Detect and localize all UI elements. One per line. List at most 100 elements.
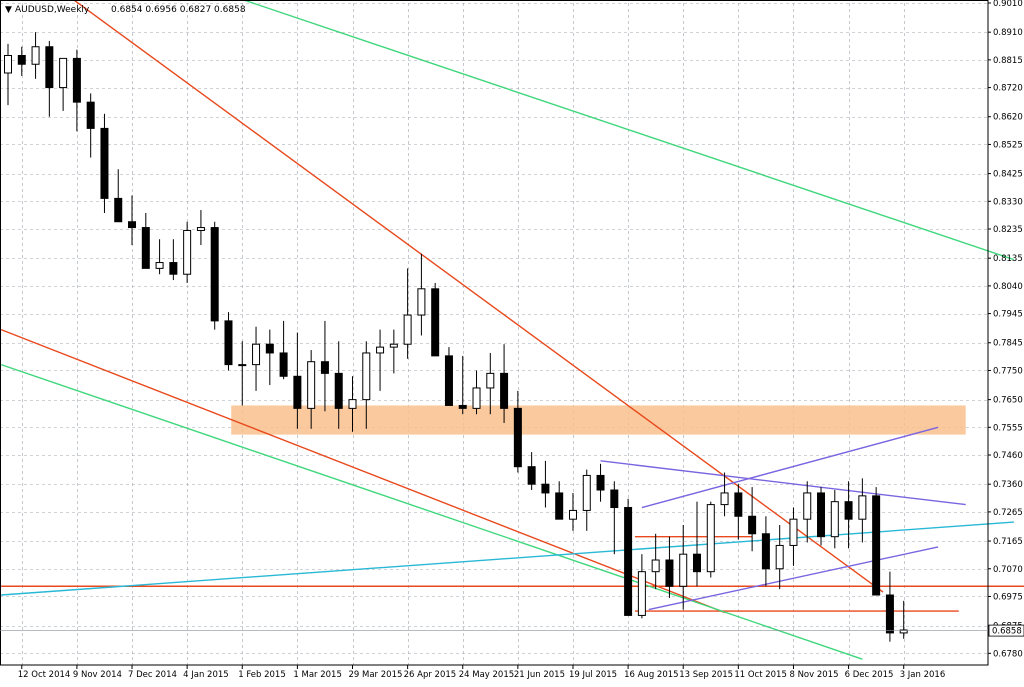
candle-body-bear	[72, 57, 81, 103]
candle-body-bull	[196, 227, 205, 231]
candle	[568, 492, 577, 531]
candle	[858, 478, 867, 543]
candle-body-bear	[817, 492, 826, 538]
candle	[320, 320, 329, 412]
candle-body-bear	[610, 489, 619, 509]
menu-arrow-icon[interactable]: ▼	[5, 5, 12, 15]
candle-body-bull	[348, 399, 357, 409]
time-tick-label: 26 Apr 2015	[404, 670, 457, 680]
time-tick-label: 1 Mar 2015	[293, 670, 341, 680]
candle-body-bear	[527, 466, 536, 485]
time-tick-label: 9 Nov 2014	[73, 670, 122, 680]
candle	[761, 516, 770, 587]
price-tick-label: 0.8040	[993, 282, 1023, 292]
candle-body-bear	[748, 515, 757, 535]
time-axis: 12 Oct 2014 9 Nov 2014 7 Dec 2014 4 Jan 201…	[18, 665, 945, 680]
candle	[17, 46, 26, 76]
grid	[0, 3, 988, 665]
current-price-marker: 0.6858	[988, 624, 1024, 637]
candle-body-bull	[362, 352, 371, 401]
current-price-label: 0.6858	[992, 627, 1022, 637]
candle-body-bear	[334, 372, 343, 409]
candle-body-bear	[210, 227, 219, 322]
candle-body-bull	[417, 288, 426, 316]
candle	[389, 329, 398, 374]
candle-body-bear	[100, 127, 109, 199]
candle-body-bear	[665, 559, 674, 587]
symbol-label: AUDUSD,Weekly	[15, 5, 90, 15]
candle	[803, 481, 812, 543]
candle	[541, 460, 550, 508]
candle	[45, 40, 54, 117]
candle	[334, 341, 343, 429]
candle	[486, 352, 495, 415]
candle-body-bear	[141, 227, 150, 269]
candle	[431, 282, 440, 357]
price-tick-label: 0.7165	[993, 537, 1023, 547]
candle-body-bull	[31, 46, 40, 65]
candle-body-bear	[293, 375, 302, 409]
candle	[610, 481, 619, 555]
candle-body-bear	[128, 221, 137, 229]
price-axis: 0.9010 0.8910 0.8815 0.8720 0.8620 0.8525 0.84…	[988, 0, 1023, 659]
price-tick-label: 0.7845	[993, 339, 1023, 349]
candle	[527, 452, 536, 491]
time-tick-label: 19 Jul 2015	[569, 670, 617, 680]
candle	[417, 253, 426, 336]
candle	[72, 49, 81, 132]
price-tick-label: 0.7360	[993, 480, 1023, 490]
candle	[141, 212, 150, 269]
price-tick-label: 0.8815	[993, 56, 1023, 66]
candle-body-bull	[376, 346, 385, 354]
candle-body-bear	[169, 262, 178, 275]
candle	[307, 350, 316, 429]
price-tick-label: 0.9010	[993, 0, 1023, 9]
candle-body-bull	[472, 387, 481, 409]
candle	[885, 571, 894, 642]
candle-body-bull	[403, 314, 412, 345]
chart-header: ▼ AUDUSD,Weekly 0.6854 0.6956 0.6827 0.6…	[5, 5, 246, 15]
candle-body-bear	[734, 492, 743, 517]
price-tick-label: 0.7650	[993, 396, 1023, 406]
candle-body-bear	[844, 501, 853, 520]
purple-line-trendline	[600, 460, 966, 506]
candle	[100, 113, 109, 213]
candle-body-bull	[582, 474, 591, 511]
price-tick-label: 0.7070	[993, 565, 1023, 575]
candle	[265, 329, 274, 386]
cyan-line-trendline	[1, 521, 1014, 596]
candle-body-bear	[872, 495, 881, 596]
price-tick-label: 0.7555	[993, 423, 1023, 433]
candle	[210, 221, 219, 330]
time-tick-label: 6 Dec 2015	[845, 670, 894, 680]
price-tick-label: 0.6780	[993, 649, 1023, 659]
candle-body-bull	[252, 343, 261, 366]
candle	[720, 472, 729, 517]
candle	[899, 600, 908, 639]
price-tick-label: 0.8620	[993, 113, 1023, 123]
candle-body-bear	[114, 197, 123, 223]
candle	[872, 487, 881, 596]
plot-border	[0, 0, 989, 666]
candle-body-bull	[706, 504, 715, 573]
candle	[444, 347, 453, 406]
price-tick-label: 0.8910	[993, 28, 1023, 38]
time-tick-label: 3 Jan 2016	[900, 670, 946, 680]
candle	[4, 43, 12, 106]
trend-lines	[0, 0, 1024, 660]
candle	[376, 329, 385, 391]
candle-body-bear	[624, 507, 633, 616]
candle-body-bull	[568, 509, 577, 520]
candle	[513, 390, 522, 473]
candle	[183, 221, 192, 283]
candle	[679, 525, 688, 610]
candle	[155, 239, 164, 275]
price-tick-label: 0.8720	[993, 84, 1023, 94]
candle-body-bear	[17, 54, 26, 65]
candle-body-bull	[858, 495, 867, 520]
candle	[706, 501, 715, 578]
candle-body-bear	[444, 355, 453, 406]
candle-body-bull	[679, 553, 688, 587]
